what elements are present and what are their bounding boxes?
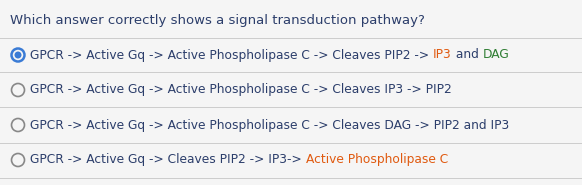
Text: GPCR -> Active Gq -> Active Phospholipase C -> Cleaves IP3 -> PIP2: GPCR -> Active Gq -> Active Phospholipas… [30, 83, 452, 97]
Text: GPCR -> Active Gq -> Active Phospholipase C -> Cleaves DAG -> PIP2 and IP3: GPCR -> Active Gq -> Active Phospholipas… [30, 119, 509, 132]
Text: GPCR -> Active Gq -> Cleaves PIP2 -> IP3->: GPCR -> Active Gq -> Cleaves PIP2 -> IP3… [30, 154, 306, 166]
Circle shape [15, 51, 22, 58]
Text: IP3: IP3 [433, 48, 452, 61]
Text: Which answer correctly shows a signal transduction pathway?: Which answer correctly shows a signal tr… [10, 14, 425, 27]
Text: and: and [452, 48, 482, 61]
Text: DAG: DAG [482, 48, 509, 61]
Text: Active Phospholipase C: Active Phospholipase C [306, 154, 448, 166]
Text: GPCR -> Active Gq -> Active Phospholipase C -> Cleaves PIP2 ->: GPCR -> Active Gq -> Active Phospholipas… [30, 48, 433, 61]
